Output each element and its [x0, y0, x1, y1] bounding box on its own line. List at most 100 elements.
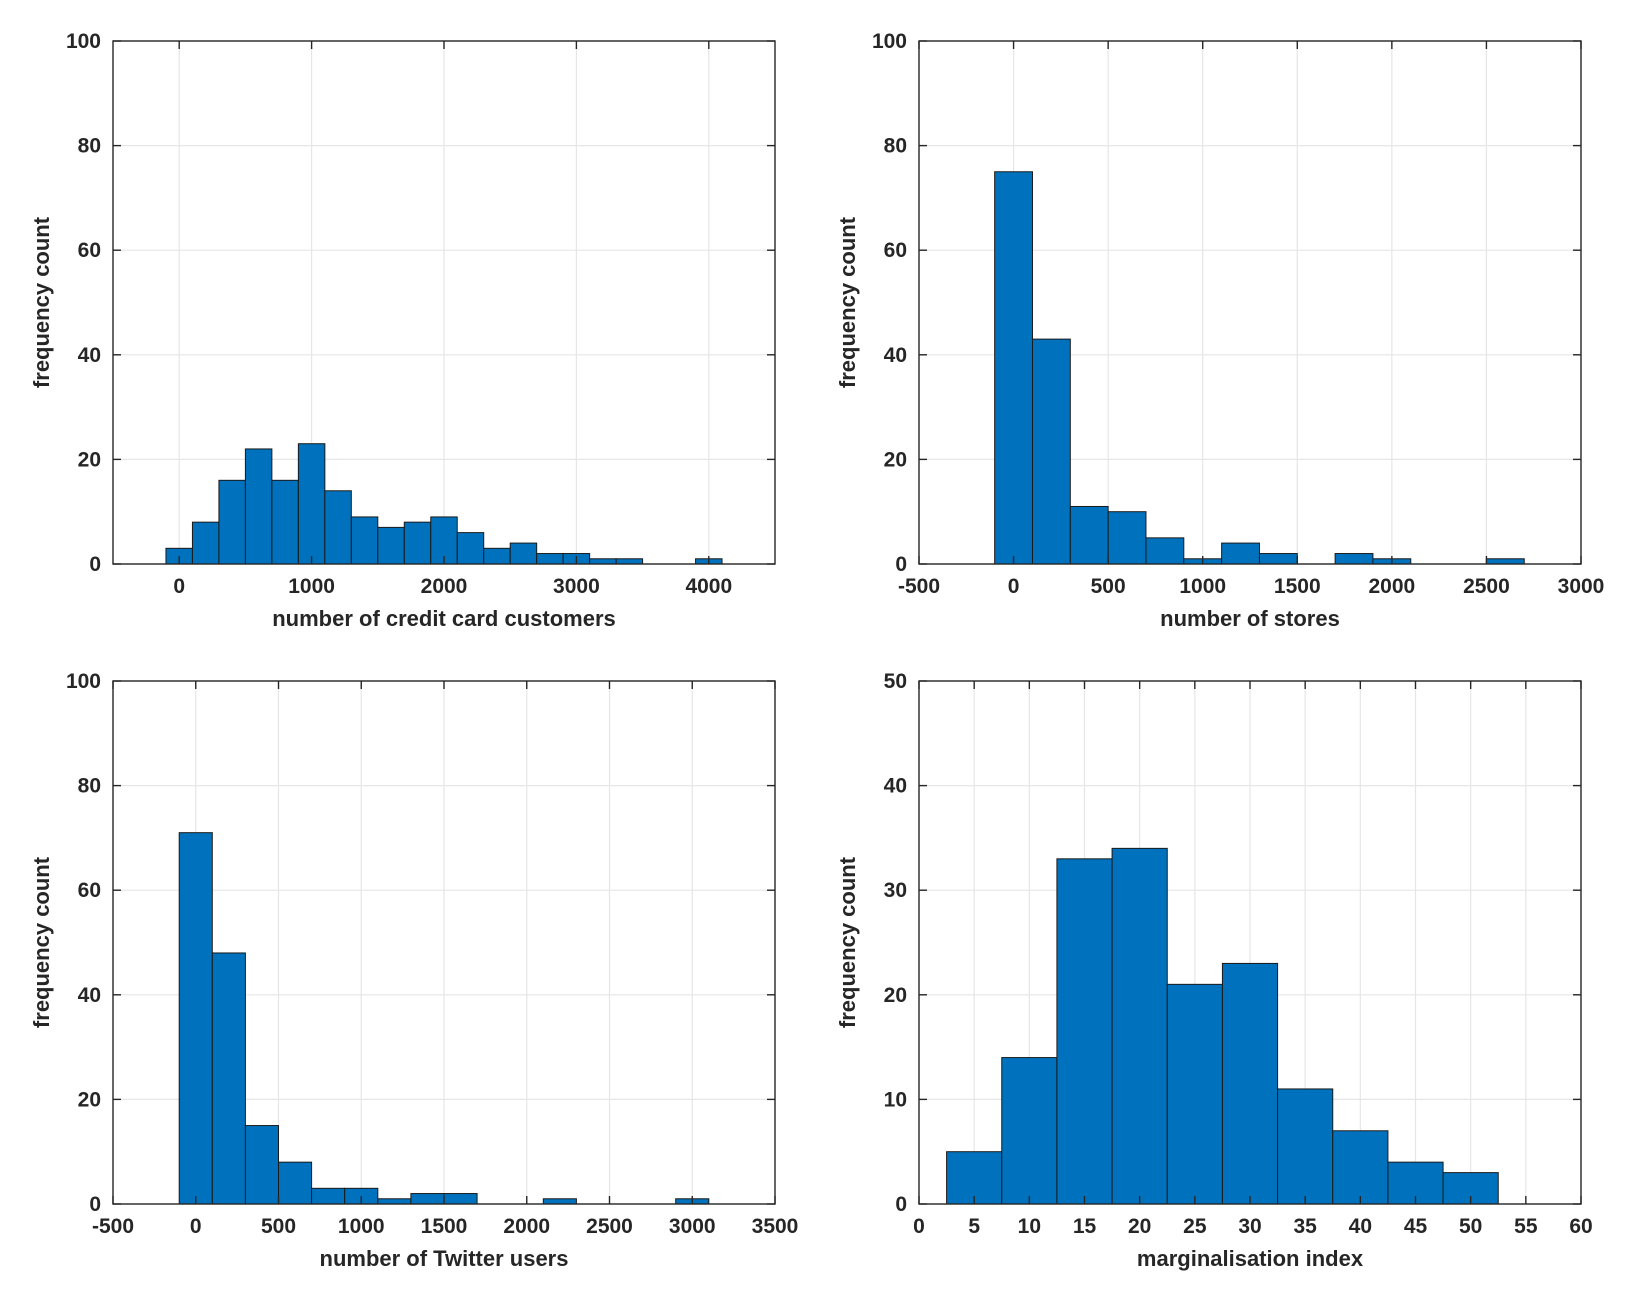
y-tick-labels: 0 20 40 60 80 100	[66, 30, 101, 576]
x-tick-label: 2000	[1368, 575, 1415, 598]
histogram-bar	[271, 479, 299, 565]
x-tick-labels: -500 0 500 1000 1500 2000 2500 3000 3500	[92, 1215, 798, 1238]
x-tick-labels: 0 5 10 15 20 25 30 35 40 45 50 55 60	[913, 1215, 1593, 1238]
x-tick-label: 20	[1128, 1215, 1151, 1238]
y-tick-label: 40	[884, 344, 907, 367]
histogram-bar	[278, 1161, 313, 1205]
x-axis-label: number of credit card customers	[272, 606, 616, 631]
histogram-bar	[1332, 1130, 1389, 1205]
x-tick-labels: 0 1000 2000 3000 4000	[173, 575, 732, 598]
histogram-bar	[377, 1198, 412, 1205]
histogram-bar	[1334, 553, 1374, 565]
y-tick-label: 10	[884, 1088, 907, 1111]
x-tick-labels: -500 0 500 1000 1500 2000 2500 3000	[898, 575, 1604, 598]
x-tick-label: 25	[1183, 1215, 1207, 1238]
histogram-bar	[211, 952, 246, 1205]
histogram-stores: -500 0 500 1000 1500 2000 2500 3000 02040608010…	[835, 30, 1604, 631]
x-tick-label: 500	[261, 1215, 296, 1238]
histogram-bars	[946, 847, 1499, 1205]
x-tick-label: 0	[913, 1215, 925, 1238]
histogram-bar	[403, 521, 432, 565]
y-tick-label: 40	[884, 775, 907, 798]
histogram-twitter-users: -500 0 500 1000 1500 2000 2500 3000 3500 0204060…	[29, 670, 798, 1271]
histogram-bar	[1221, 542, 1260, 565]
x-tick-label: 1000	[1179, 575, 1226, 598]
histogram-bar	[1107, 511, 1147, 565]
y-axis-label: frequency count	[29, 216, 54, 388]
y-axis-label: frequency count	[835, 216, 860, 388]
tick-marks	[112, 680, 776, 1205]
y-axis-label: frequency count	[29, 856, 54, 1028]
histogram-bars	[994, 171, 1525, 565]
x-tick-label: 0	[190, 1215, 202, 1238]
x-tick-label: 10	[1018, 1215, 1041, 1238]
histogram-bar	[456, 532, 485, 565]
y-tick-labels: 0 20 40 60 80 100	[872, 30, 907, 576]
x-tick-label: 50	[1459, 1215, 1482, 1238]
x-tick-label: 0	[173, 575, 185, 598]
histogram-marginalisation-index: 0 5 10 15 20 25 30 35 40 45 50 55 60 0 10 20 30 40 50 mar…	[835, 670, 1593, 1271]
histogram-bar	[178, 832, 213, 1205]
x-tick-label: 1000	[288, 575, 335, 598]
y-tick-label: 80	[884, 135, 907, 158]
y-tick-label: 40	[78, 984, 101, 1007]
x-tick-label: 55	[1514, 1215, 1538, 1238]
x-axis-label: marginalisation index	[1137, 1246, 1364, 1271]
y-tick-label: 60	[884, 239, 907, 262]
histogram-bar	[615, 558, 644, 565]
y-tick-label: 30	[884, 879, 907, 902]
x-tick-label: 15	[1073, 1215, 1097, 1238]
y-tick-label: 100	[872, 30, 907, 53]
tick-marks	[113, 40, 775, 565]
x-tick-label: -500	[92, 1215, 134, 1238]
histogram-bar	[1145, 537, 1185, 565]
histogram-bar	[1277, 1088, 1334, 1205]
x-tick-label: 3000	[1558, 575, 1605, 598]
histogram-bar	[377, 526, 405, 565]
histogram-bar	[1111, 847, 1168, 1205]
histogram-bar	[410, 1193, 445, 1205]
histogram-bar	[994, 171, 1033, 565]
x-tick-label: 4000	[685, 575, 732, 598]
y-tick-label: 0	[895, 1193, 907, 1216]
x-tick-label: 3500	[752, 1215, 799, 1238]
x-tick-label: 0	[1008, 575, 1020, 598]
histogram-bar	[218, 479, 246, 565]
y-tick-label: 20	[884, 448, 907, 471]
histogram-bar	[542, 1198, 577, 1205]
x-tick-label: 1000	[338, 1215, 385, 1238]
histogram-bar	[483, 547, 511, 565]
y-tick-label: 0	[89, 553, 101, 576]
x-tick-label: 3000	[553, 575, 600, 598]
histogram-bar	[1001, 1057, 1058, 1205]
x-axis-label: number of Twitter users	[320, 1246, 569, 1271]
histogram-bar	[297, 443, 326, 565]
histogram-bar	[1221, 962, 1279, 1205]
x-tick-label: 1500	[421, 1215, 468, 1238]
x-tick-label: 3000	[669, 1215, 716, 1238]
y-tick-label: 60	[78, 239, 101, 262]
y-axis-label: frequency count	[835, 856, 860, 1028]
axes-box	[918, 40, 1582, 565]
x-tick-label: 35	[1293, 1215, 1317, 1238]
histogram-bar	[191, 521, 220, 565]
histogram-bar	[244, 448, 273, 565]
y-tick-label: 20	[78, 448, 101, 471]
grid-lines	[113, 40, 775, 565]
y-tick-labels: 0 10 20 30 40 50	[884, 670, 907, 1216]
x-tick-label: 40	[1349, 1215, 1372, 1238]
histogram-credit-card-customers: 0 1000 2000 3000 4000 0 20 40 60 80 100 number of…	[29, 30, 776, 631]
y-tick-label: 80	[78, 775, 101, 798]
histogram-bar	[1485, 558, 1525, 565]
y-tick-label: 20	[78, 1088, 101, 1111]
x-tick-label: 1500	[1274, 575, 1321, 598]
histogram-bar	[311, 1187, 346, 1205]
histogram-bar	[1031, 338, 1071, 565]
histogram-bar	[244, 1125, 279, 1205]
y-tick-label: 40	[78, 344, 101, 367]
tick-marks	[918, 40, 1582, 565]
histogram-bar	[509, 542, 538, 565]
x-tick-label: 500	[1091, 575, 1126, 598]
x-tick-label: -500	[898, 575, 940, 598]
